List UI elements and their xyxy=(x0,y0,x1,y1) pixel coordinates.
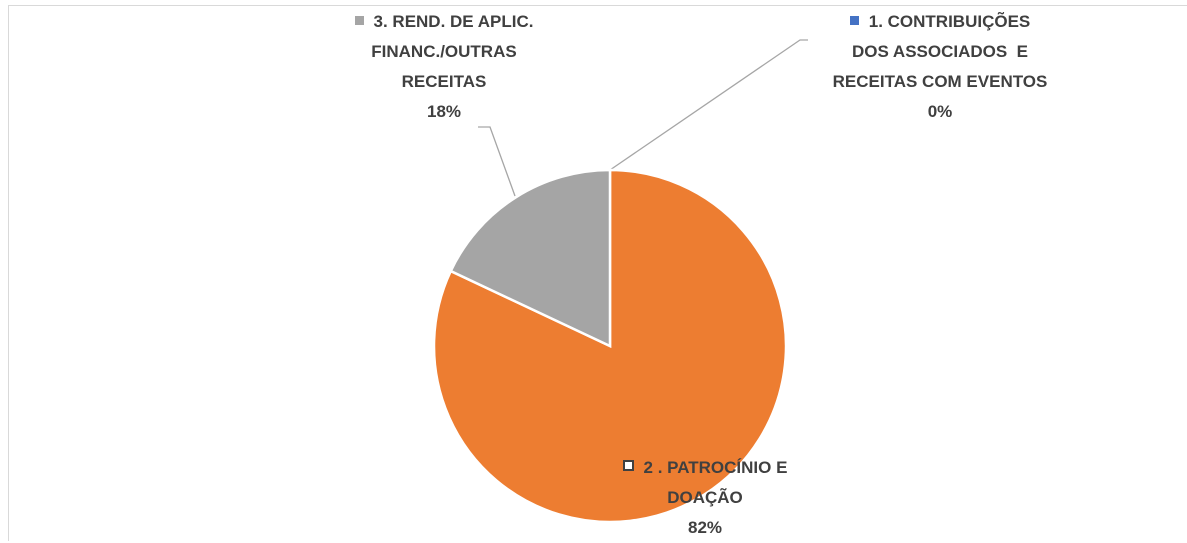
leader-line xyxy=(610,40,808,170)
category-label: 3. REND. DE APLIC. FINANC./OUTRAS RECEIT… xyxy=(371,12,538,91)
legend-key xyxy=(623,460,634,471)
data-label: 3. REND. DE APLIC. FINANC./OUTRAS RECEIT… xyxy=(328,7,560,127)
legend-key xyxy=(355,16,364,25)
percent-label: 82% xyxy=(585,513,825,543)
data-label: 1. CONTRIBUIÇÕES DOS ASSOCIADOS E RECEIT… xyxy=(830,7,1050,127)
percent-label: 0% xyxy=(830,97,1050,127)
category-label: 1. CONTRIBUIÇÕES DOS ASSOCIADOS E RECEIT… xyxy=(833,12,1048,91)
category-label: 2 . PATROCÍNIO E DOAÇÃO xyxy=(644,458,793,507)
legend-key xyxy=(850,16,859,25)
leader-line xyxy=(478,127,515,196)
percent-label: 18% xyxy=(328,97,560,127)
data-label: 2 . PATROCÍNIO E DOAÇÃO 82% xyxy=(585,453,825,543)
